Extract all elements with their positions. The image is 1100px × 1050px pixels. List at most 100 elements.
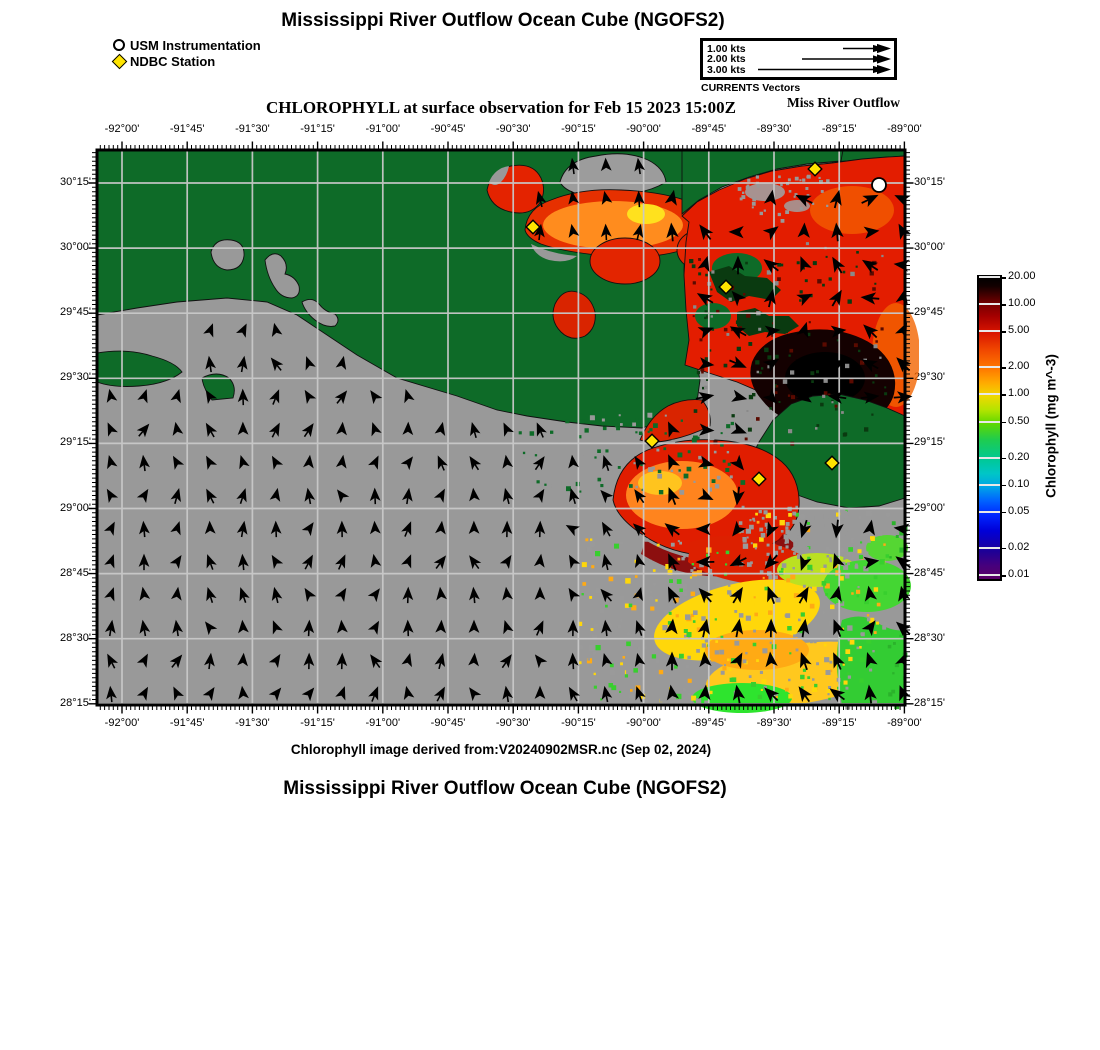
colorbar-gridline: [979, 456, 1000, 459]
axis-label-lon-bottom: -89°45': [691, 717, 727, 729]
axis-label-lat-left: 29°00': [60, 501, 91, 514]
colorbar-gridline: [979, 276, 1000, 278]
axis-label-lon-bottom: -91°15': [300, 717, 335, 729]
axis-label-lon-top: -89°30': [756, 123, 792, 135]
currents-vector-arrows: [758, 43, 891, 75]
axis-label-lon-bottom: -92°00': [104, 717, 140, 729]
colorbar-tick: [1000, 367, 1006, 369]
colorbar-gridline: [979, 483, 1000, 486]
ndbc-station-marker: [807, 161, 823, 177]
axis-label-lon-bottom: -91°00': [365, 717, 401, 729]
miss-river-outflow-label: Miss River Outflow: [787, 95, 900, 110]
axis-label-lon-top: -91°00': [365, 123, 401, 135]
axis-label-lon-bottom: -90°45': [430, 717, 466, 729]
axis-label-lon-bottom: -90°15': [561, 717, 596, 729]
axis-label-lat-right: 28°45': [914, 566, 945, 579]
colorbar-tick: [1000, 394, 1006, 396]
usm-instrumentation-icon: [113, 39, 125, 51]
colorbar-tick-label: 0.01: [1008, 568, 1030, 580]
axis-label-lat-right: 29°30': [914, 371, 945, 384]
colorbar-gridline: [979, 393, 1000, 396]
colorbar-tick-label: 1.00: [1008, 387, 1030, 400]
legend-usm-label: USM Instrumentation: [130, 38, 261, 53]
colorbar-tick: [1000, 331, 1006, 333]
axis-label-lat-left: 28°45': [60, 566, 91, 579]
vector-speed-label: 3.00 kts: [707, 64, 746, 77]
colorbar-tick: [1000, 277, 1006, 279]
colorbar-tick-label: 5.00: [1008, 324, 1030, 337]
colorbar-gridline: [979, 420, 1000, 423]
axis-label-lon-bottom: -89°30': [756, 717, 792, 729]
axis-label-lon-top: -92°00': [104, 123, 140, 135]
colorbar-tick: [1000, 547, 1006, 550]
chlorophyll-subtitle: CHLOROPHYLL at surface observation for F…: [266, 98, 736, 117]
colorbar-title: Chlorophyll (mg m^-3): [1043, 354, 1059, 498]
axis-label-lat-right: 30°15': [914, 176, 945, 188]
colorbar-gridline: [979, 366, 1000, 369]
colorbar-gridline: [979, 303, 1000, 306]
axis-label-lon-top: -90°00': [626, 123, 661, 135]
axis-label-lon-top: -91°30': [235, 123, 270, 135]
ndbc-station-marker: [751, 471, 767, 487]
axis-label-lat-left: 28°15': [60, 696, 91, 709]
axis-label-lat-right: 28°15': [914, 696, 945, 709]
axis-label-lat-left: 29°45': [60, 306, 91, 319]
vector-speed-label: 1.00 kts: [707, 42, 746, 55]
colorbar-tick-label: 0.20: [1008, 450, 1030, 463]
axis-label-lon-top: -89°45': [691, 123, 727, 135]
usm-station-marker: [871, 177, 887, 193]
colorbar-gridline: [979, 510, 1000, 513]
ndbc-station-marker: [525, 219, 541, 235]
axis-label-lon-bottom: -89°00': [887, 717, 922, 729]
axis-label-lat-left: 30°00': [60, 241, 91, 254]
colorbar-tick-label: 0.05: [1008, 504, 1030, 517]
colorbar-tick: [1000, 484, 1006, 487]
colorbar-tick-label: 0.50: [1008, 414, 1030, 427]
colorbar-tick-label: 0.02: [1008, 540, 1030, 553]
colorbar: [977, 275, 1002, 581]
source-caption: Chlorophyll image derived from:V20240902…: [290, 742, 712, 757]
axis-label-lon-bottom: -90°00': [626, 717, 661, 729]
axis-label-lon-bottom: -91°30': [235, 717, 270, 729]
colorbar-tick: [1000, 457, 1006, 460]
axis-label-lat-right: 29°45': [914, 306, 945, 319]
vector-speed-label: 2.00 kts: [707, 53, 746, 66]
ndbc-station-marker: [824, 455, 840, 471]
axis-label-lon-bottom: -89°15': [821, 717, 857, 729]
colorbar-gridline: [979, 574, 1000, 576]
axis-label-lat-left: 28°30': [60, 631, 91, 644]
ndbc-station-icon: [111, 53, 128, 70]
colorbar-gridline: [979, 546, 1000, 549]
colorbar-tick-label: 20.00: [1008, 270, 1036, 282]
footer-title: Mississippi River Outflow Ocean Cube (NG…: [283, 778, 727, 799]
axis-label-lat-right: 29°15': [914, 436, 945, 449]
colorbar-tick: [1000, 511, 1006, 514]
page-title: Mississippi River Outflow Ocean Cube (NG…: [281, 10, 725, 31]
colorbar-tick-label: 2.00: [1008, 360, 1030, 373]
axis-label-lat-left: 29°15': [60, 436, 91, 449]
axis-label-lat-right: 29°00': [914, 501, 945, 514]
axis-label-lon-top: -91°45': [169, 123, 205, 135]
axis-label-lat-left: 29°30': [60, 371, 91, 384]
axis-label-lon-top: -89°00': [887, 123, 922, 135]
axis-label-lat-left: 30°15': [60, 176, 91, 188]
axis-label-lon-top: -89°15': [821, 123, 857, 135]
axis-label-lon-top: -90°45': [430, 123, 466, 135]
ndbc-station-marker: [718, 279, 734, 295]
axis-label-lon-top: -91°15': [300, 123, 335, 135]
axis-label-lon-top: -90°15': [561, 123, 596, 135]
colorbar-tick: [1000, 421, 1006, 424]
colorbar-tick-label: 10.00: [1008, 297, 1036, 310]
ndbc-station-marker: [644, 433, 660, 449]
legend-ndbc-label: NDBC Station: [130, 54, 216, 69]
axis-label-lon-bottom: -90°30': [495, 717, 531, 729]
currents-vectors-label: CURRENTS Vectors: [701, 82, 801, 94]
map-area: [83, 136, 920, 719]
colorbar-tick-label: 0.10: [1008, 477, 1030, 490]
colorbar-tick: [1000, 575, 1006, 577]
axis-label-lat-right: 30°00': [914, 241, 945, 254]
currents-vector-legend-box: 1.00 kts 2.00 kts 3.00 kts: [700, 38, 897, 80]
colorbar-gridline: [979, 330, 1000, 333]
axis-label-lon-bottom: -91°45': [169, 717, 205, 729]
